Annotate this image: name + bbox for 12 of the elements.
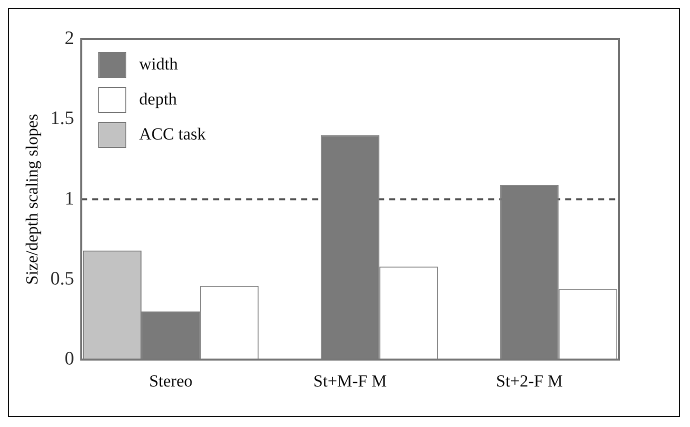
y-tick-label: 0 bbox=[64, 348, 74, 370]
x-tick-label: Stereo bbox=[149, 371, 193, 390]
y-tick-label: 1.5 bbox=[50, 108, 74, 130]
y-tick-label: 1 bbox=[64, 188, 74, 210]
legend-label: width bbox=[139, 54, 178, 74]
y-tick-label: 2 bbox=[64, 28, 74, 49]
x-tick-label: St+M-F M bbox=[313, 371, 387, 390]
y-tick-label: 0.5 bbox=[50, 268, 74, 290]
x-tick-label: St+2-F M bbox=[496, 371, 563, 390]
legend-label: ACC task bbox=[139, 124, 206, 144]
legend-label: depth bbox=[139, 89, 178, 108]
y-axis-title: Size/depth scaling slopes bbox=[22, 114, 42, 285]
